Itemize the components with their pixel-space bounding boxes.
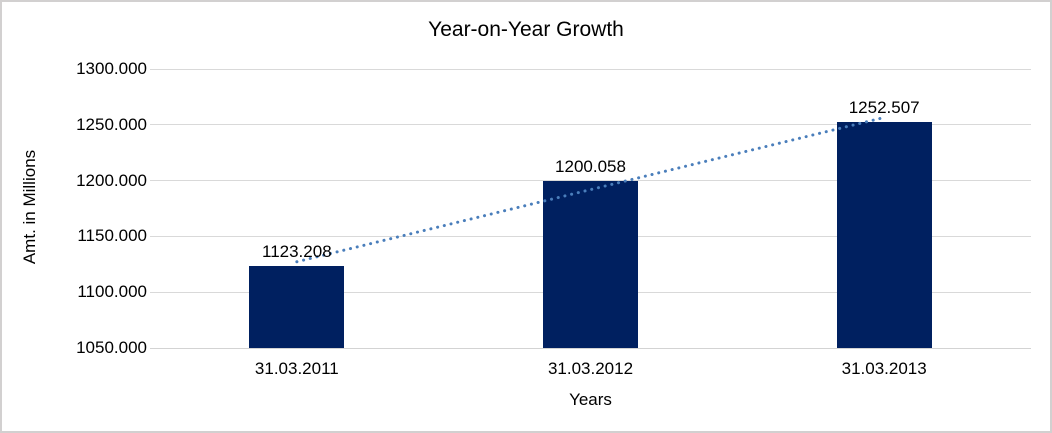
gridline [150, 68, 1031, 70]
bar-31.03.2013[interactable] [836, 122, 932, 348]
chart-title: Year-on-Year Growth [428, 18, 624, 41]
x-category-label: 31.03.2013 [841, 359, 927, 378]
x-axis-title: Years [569, 390, 612, 409]
y-tick-label: 1150.000 [77, 226, 147, 246]
bar-data-label: 1200.058 [555, 156, 626, 176]
x-category-label: 31.03.2012 [547, 359, 634, 378]
x-axis-line [150, 347, 1031, 349]
y-tick-label: 1100.000 [77, 282, 147, 302]
y-tick-label: 1250.000 [76, 114, 147, 134]
y-axis-title: Amt. in Millions [20, 149, 39, 265]
bar-data-label: 1252.507 [848, 98, 920, 117]
bar-31.03.2011[interactable] [249, 266, 345, 348]
bar-31.03.2012[interactable] [543, 180, 638, 348]
x-category-label: 31.03.2011 [254, 359, 339, 378]
y-tick-label: 1200.000 [76, 170, 147, 190]
y-tick-label: 1300.000 [76, 59, 147, 78]
bar-data-label: 1123.208 [262, 242, 332, 262]
y-tick-label: 1050.000 [76, 338, 147, 357]
